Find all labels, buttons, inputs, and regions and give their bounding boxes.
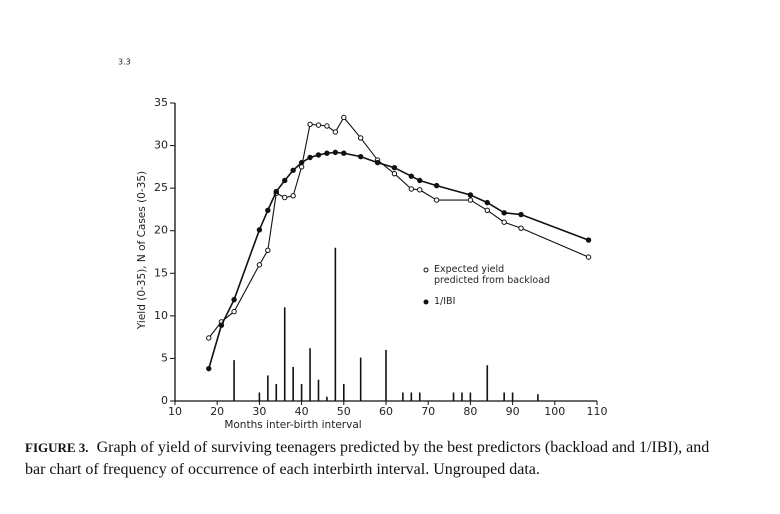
point [585, 254, 592, 260]
y-tick-label: 15 [154, 266, 168, 279]
point [298, 159, 305, 166]
y-tick-label: 20 [154, 224, 168, 237]
point [298, 164, 305, 170]
point [265, 247, 271, 253]
point [282, 194, 288, 201]
x-tick-label: 70 [421, 405, 435, 418]
point [324, 123, 330, 129]
legend-label: 1/IBI [434, 296, 456, 307]
point [315, 152, 322, 158]
point [357, 153, 364, 160]
point [206, 335, 212, 341]
point [290, 193, 296, 199]
x-tick-label: 40 [295, 405, 309, 418]
point [290, 167, 296, 173]
legend-entry: Expected yield predicted from backload [434, 264, 551, 286]
point [282, 177, 288, 184]
point [231, 308, 237, 315]
y-tick-label: 5 [161, 351, 168, 364]
point [231, 296, 237, 303]
point [341, 150, 347, 156]
x-tick-label: 110 [587, 405, 608, 418]
point [501, 210, 507, 216]
point [484, 199, 490, 206]
x-tick-label: 10 [168, 405, 182, 418]
point [307, 121, 313, 127]
point [417, 177, 423, 184]
y-tick-label: 35 [154, 96, 168, 109]
point [484, 207, 490, 213]
x-tick-label: 80 [463, 405, 477, 418]
point [433, 197, 440, 203]
caption-text: Graph of yield of surviving teenagers pr… [25, 439, 710, 478]
point [518, 225, 524, 231]
x-tick-label: 30 [252, 405, 266, 418]
point [501, 219, 507, 225]
point [256, 262, 263, 268]
x-tick-label: 100 [544, 405, 565, 418]
y-axis-label: Yield (0-35), N of Cases (0-35) [136, 171, 148, 330]
point [332, 129, 339, 135]
point [256, 227, 263, 233]
point [357, 135, 364, 141]
x-axis-label: Months inter-birth interval [224, 419, 361, 430]
point [391, 170, 398, 177]
point [417, 187, 423, 193]
point [467, 192, 474, 198]
point [408, 173, 415, 179]
point [518, 211, 524, 218]
point [341, 114, 347, 121]
point [332, 149, 339, 156]
point [324, 150, 330, 156]
point [315, 122, 322, 128]
legend-marker [423, 267, 429, 273]
legend-entry: 1/IBI [434, 296, 456, 307]
point [206, 365, 212, 372]
point [374, 159, 381, 166]
point [265, 207, 271, 213]
y-tick-label: 0 [161, 394, 168, 407]
x-tick-label: 20 [210, 405, 224, 418]
page-mark: 3.3 [118, 58, 131, 67]
point [273, 188, 279, 195]
legend-marker [423, 299, 429, 305]
point [585, 237, 592, 243]
point [391, 165, 398, 171]
point [408, 186, 415, 192]
y-tick-label: 25 [154, 181, 168, 194]
x-tick-label: 50 [337, 405, 351, 418]
point [218, 322, 225, 328]
point [307, 154, 313, 161]
point [467, 197, 474, 203]
x-tick-label: 90 [506, 405, 520, 418]
y-tick-label: 30 [154, 139, 168, 152]
point [433, 182, 440, 189]
legend-label: Expected yield predicted from backload [434, 264, 551, 286]
chart: 3.3 Months inter-birth interval Yield (0… [118, 58, 608, 431]
series-line [207, 151, 589, 369]
caption: FIGURE 3. Graph of yield of surviving tee… [25, 437, 725, 481]
y-tick-label: 10 [154, 309, 168, 322]
x-tick-label: 60 [379, 405, 393, 418]
figure-label: FIGURE 3. [25, 440, 89, 455]
